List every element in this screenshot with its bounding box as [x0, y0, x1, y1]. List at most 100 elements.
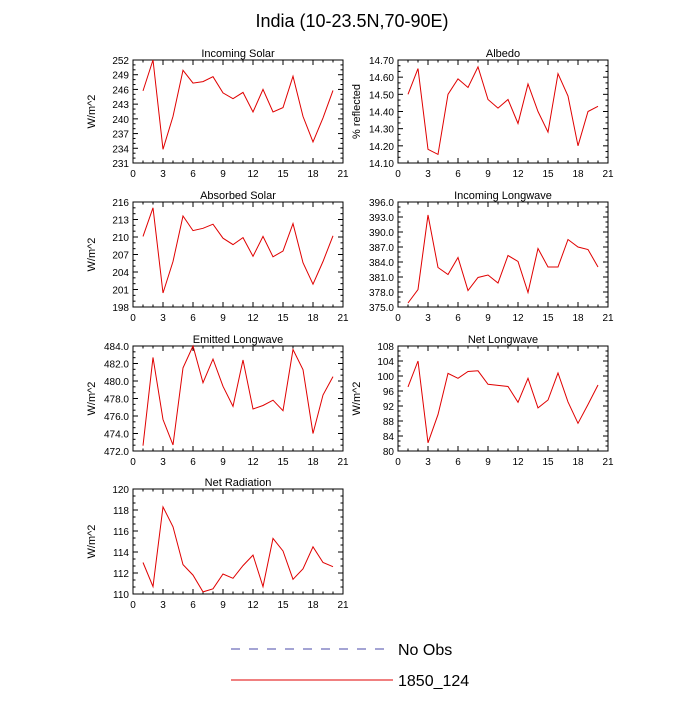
- net-longwave-x-tick-label: 3: [425, 457, 431, 468]
- incoming-longwave-x-tick-label: 21: [602, 313, 614, 324]
- incoming-solar-x-tick-label: 6: [190, 169, 196, 180]
- net-longwave-series-line: [407, 360, 599, 443]
- panel-net-longwave: Net Longwave W/m^2 0 3 6 9 12 15 18 21 80 84 88 92 96 1…: [351, 334, 614, 468]
- emitted-longwave-y-tick-label: 472.0: [104, 447, 129, 458]
- net-longwave-x-tick-label: 0: [395, 457, 401, 468]
- incoming-solar-x-tick-label: 9: [220, 169, 226, 180]
- net-radiation-y-tick-label: 120: [112, 485, 129, 496]
- emitted-longwave-x-tick-label: 15: [277, 457, 289, 468]
- absorbed-solar-x-tick-label: 6: [190, 313, 196, 324]
- incoming-longwave-y-tick-label: 378.0: [369, 288, 394, 299]
- albedo-y-tick-label: 14.60: [369, 73, 394, 84]
- emitted-longwave-y-tick-label: 480.0: [104, 377, 129, 388]
- albedo-x-tick-label: 21: [602, 169, 614, 180]
- emitted-longwave-series-line: [142, 344, 334, 446]
- albedo-x-tick-label: 6: [455, 169, 461, 180]
- incoming-solar-x-tick-label: 15: [277, 169, 289, 180]
- incoming-longwave-plot-frame: [397, 201, 609, 308]
- albedo-x-tick-label: 18: [572, 169, 584, 180]
- incoming-solar-y-tick-label: 240: [112, 115, 129, 126]
- incoming-solar-y-tick-label: 243: [112, 100, 129, 111]
- emitted-longwave-y-tick-label: 478.0: [104, 395, 129, 406]
- incoming-longwave-x-tick-label: 18: [572, 313, 584, 324]
- net-longwave-y-axis-label: W/m^2: [351, 382, 363, 416]
- emitted-longwave-title: Emitted Longwave: [193, 334, 284, 346]
- emitted-longwave-y-tick-label: 484.0: [104, 342, 129, 353]
- albedo-y-axis-label: % reflected: [351, 84, 363, 139]
- net-radiation-x-tick-label: 12: [247, 600, 259, 611]
- incoming-solar-y-tick-label: 234: [112, 144, 129, 155]
- net-longwave-y-tick-label: 92: [383, 402, 395, 413]
- albedo-y-tick-label: 14.10: [369, 159, 394, 170]
- emitted-longwave-y-tick-label: 474.0: [104, 430, 129, 441]
- net-radiation-y-axis-label: W/m^2: [86, 525, 98, 559]
- net-longwave-x-tick-label: 12: [512, 457, 524, 468]
- legend-no-obs-label: No Obs: [398, 642, 452, 659]
- albedo-x-tick-label: 15: [542, 169, 554, 180]
- albedo-y-tick-label: 14.20: [369, 142, 394, 153]
- net-longwave-x-tick-label: 9: [485, 457, 491, 468]
- panel-emitted-longwave: Emitted Longwave W/m^2 0 3 6 9 12 15 18 21 472.0 47…: [86, 334, 349, 468]
- absorbed-solar-y-tick-label: 204: [112, 268, 129, 279]
- incoming-solar-plot-frame: [132, 59, 344, 164]
- absorbed-solar-title: Absorbed Solar: [200, 190, 276, 202]
- legend-1850-124-label: 1850_124: [398, 673, 469, 690]
- net-longwave-y-tick-label: 108: [377, 342, 394, 353]
- net-radiation-x-tick-label: 3: [160, 600, 166, 611]
- absorbed-solar-x-tick-label: 12: [247, 313, 259, 324]
- incoming-longwave-y-tick-label: 396.0: [369, 198, 394, 209]
- net-longwave-title: Net Longwave: [468, 334, 538, 346]
- incoming-longwave-x-tick-label: 12: [512, 313, 524, 324]
- incoming-solar-x-tick-label: 18: [307, 169, 319, 180]
- absorbed-solar-x-tick-label: 0: [130, 313, 136, 324]
- net-longwave-x-tick-label: 15: [542, 457, 554, 468]
- emitted-longwave-x-tick-label: 6: [190, 457, 196, 468]
- albedo-x-tick-label: 3: [425, 169, 431, 180]
- albedo-x-tick-label: 9: [485, 169, 491, 180]
- emitted-longwave-x-tick-label: 0: [130, 457, 136, 468]
- incoming-longwave-y-tick-label: 375.0: [369, 303, 394, 314]
- albedo-x-tick-label: 0: [395, 169, 401, 180]
- net-radiation-series-line: [142, 505, 334, 593]
- net-radiation-title: Net Radiation: [205, 477, 272, 489]
- emitted-longwave-x-tick-label: 9: [220, 457, 226, 468]
- incoming-longwave-y-tick-label: 390.0: [369, 228, 394, 239]
- net-longwave-y-tick-label: 84: [383, 432, 395, 443]
- net-radiation-y-tick-label: 114: [113, 548, 129, 559]
- net-radiation-y-tick-label: 110: [113, 590, 129, 601]
- absorbed-solar-y-tick-label: 201: [112, 286, 129, 297]
- absorbed-solar-y-tick-label: 207: [112, 251, 129, 262]
- albedo-y-tick-label: 14.30: [369, 125, 394, 136]
- net-radiation-plot-frame: [132, 488, 344, 595]
- net-radiation-y-tick-label: 118: [113, 506, 129, 517]
- figure-title: India (10-23.5N,70-90E): [255, 11, 448, 31]
- panel-incoming-solar: Incoming Solar W/m^2 0 3 6 9 12 15 18 21 231 234 237…: [86, 48, 349, 180]
- absorbed-solar-y-axis-label: W/m^2: [86, 238, 98, 272]
- incoming-longwave-x-tick-label: 15: [542, 313, 554, 324]
- emitted-longwave-x-tick-label: 3: [160, 457, 166, 468]
- albedo-series-line: [407, 65, 599, 156]
- absorbed-solar-y-tick-label: 210: [112, 233, 129, 244]
- albedo-y-tick-label: 14.40: [369, 108, 394, 119]
- net-longwave-y-tick-label: 88: [383, 417, 395, 428]
- incoming-longwave-series-line: [407, 214, 599, 304]
- panel-absorbed-solar: Absorbed Solar W/m^2 0 3 6 9 12 15 18 21 198 201 204…: [86, 190, 349, 324]
- net-longwave-x-tick-label: 21: [602, 457, 614, 468]
- absorbed-solar-y-tick-label: 213: [112, 216, 129, 227]
- panels: Incoming Solar W/m^2 0 3 6 9 12 15 18 21 231 234 237…: [86, 48, 614, 611]
- incoming-solar-x-tick-label: 0: [130, 169, 136, 180]
- net-longwave-x-tick-label: 18: [572, 457, 584, 468]
- emitted-longwave-y-tick-label: 482.0: [104, 360, 129, 371]
- absorbed-solar-x-tick-label: 21: [337, 313, 349, 324]
- incoming-longwave-y-tick-label: 381.0: [369, 273, 394, 284]
- incoming-solar-x-tick-label: 21: [337, 169, 349, 180]
- incoming-solar-series-line: [142, 59, 334, 150]
- incoming-longwave-title: Incoming Longwave: [454, 190, 552, 202]
- absorbed-solar-x-tick-label: 15: [277, 313, 289, 324]
- albedo-x-tick-label: 12: [512, 169, 524, 180]
- incoming-longwave-x-tick-label: 9: [485, 313, 491, 324]
- net-radiation-x-tick-label: 15: [277, 600, 289, 611]
- incoming-solar-y-tick-label: 237: [112, 130, 129, 141]
